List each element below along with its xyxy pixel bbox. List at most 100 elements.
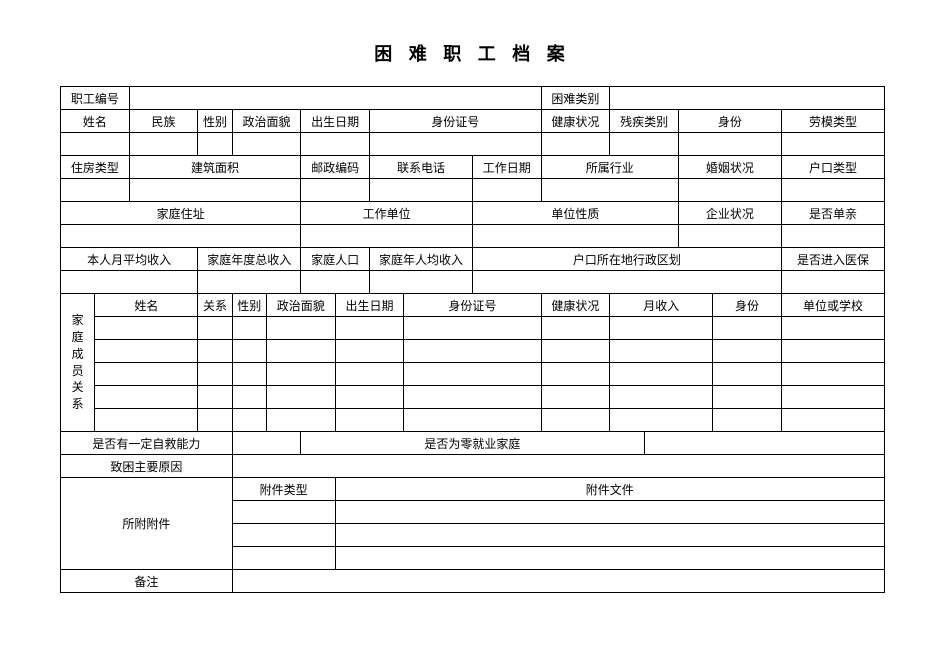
label-attachments: 所附附件	[61, 478, 233, 570]
value-cell	[266, 386, 335, 409]
label-identity: 身份	[678, 110, 781, 133]
label-zero-employment: 是否为零就业家庭	[301, 432, 644, 455]
label-ethnic: 民族	[129, 110, 198, 133]
label-name: 姓名	[95, 294, 198, 317]
value-cell	[472, 271, 781, 294]
value-cell	[129, 179, 301, 202]
value-cell	[266, 340, 335, 363]
value-cell	[232, 386, 266, 409]
value-cell	[781, 179, 884, 202]
value-cell	[713, 363, 782, 386]
label-attach-type: 附件类型	[232, 478, 335, 501]
value-cell	[232, 570, 884, 593]
label-health: 健康状况	[541, 294, 610, 317]
label-labor-model: 劳模类型	[781, 110, 884, 133]
value-cell	[232, 455, 884, 478]
label-main-reason: 致困主要原因	[61, 455, 233, 478]
value-cell	[541, 179, 678, 202]
value-cell	[610, 87, 885, 110]
label-household-year-income: 家庭年度总收入	[198, 248, 301, 271]
value-cell	[266, 363, 335, 386]
value-cell	[781, 363, 884, 386]
label-single-parent: 是否单亲	[781, 202, 884, 225]
value-cell	[610, 363, 713, 386]
label-id-no: 身份证号	[404, 294, 541, 317]
value-cell	[541, 133, 610, 156]
label-name: 姓名	[61, 110, 130, 133]
value-cell	[781, 340, 884, 363]
value-cell	[232, 524, 335, 547]
value-cell	[610, 317, 713, 340]
value-cell	[301, 179, 370, 202]
value-cell	[678, 133, 781, 156]
label-hukou-type: 户口类型	[781, 156, 884, 179]
label-attach-file: 附件文件	[335, 478, 884, 501]
value-cell	[335, 317, 404, 340]
value-cell	[61, 179, 130, 202]
label-work-unit: 工作单位	[301, 202, 473, 225]
value-cell	[232, 432, 301, 455]
label-id-no: 身份证号	[369, 110, 541, 133]
value-cell	[541, 386, 610, 409]
value-cell	[472, 225, 678, 248]
label-relation: 关系	[198, 294, 232, 317]
value-cell	[472, 179, 541, 202]
value-cell	[232, 547, 335, 570]
value-cell	[781, 133, 884, 156]
value-cell	[541, 317, 610, 340]
value-cell	[610, 386, 713, 409]
value-cell	[301, 225, 473, 248]
value-cell	[713, 340, 782, 363]
value-cell	[232, 363, 266, 386]
value-cell	[678, 179, 781, 202]
value-cell	[781, 271, 884, 294]
value-cell	[610, 133, 679, 156]
label-birth: 出生日期	[301, 110, 370, 133]
value-cell	[95, 386, 198, 409]
label-family-members: 家庭成员关系	[61, 294, 95, 432]
value-cell	[335, 386, 404, 409]
value-cell	[198, 409, 232, 432]
value-cell	[232, 133, 301, 156]
value-cell	[369, 133, 541, 156]
label-postcode: 邮政编码	[301, 156, 370, 179]
value-cell	[61, 225, 301, 248]
value-cell	[301, 271, 370, 294]
value-cell	[335, 501, 884, 524]
value-cell	[335, 340, 404, 363]
value-cell	[335, 547, 884, 570]
value-cell	[95, 363, 198, 386]
value-cell	[129, 133, 198, 156]
page-title: 困 难 职 工 档 案	[60, 40, 885, 66]
value-cell	[301, 133, 370, 156]
value-cell	[335, 409, 404, 432]
value-cell	[232, 340, 266, 363]
value-cell	[404, 317, 541, 340]
label-identity: 身份	[713, 294, 782, 317]
label-birth: 出生日期	[335, 294, 404, 317]
value-cell	[404, 340, 541, 363]
value-cell	[266, 317, 335, 340]
label-disability: 残疾类别	[610, 110, 679, 133]
value-cell	[129, 87, 541, 110]
label-family-pop: 家庭人口	[301, 248, 370, 271]
label-employee-no: 职工编号	[61, 87, 130, 110]
value-cell	[95, 409, 198, 432]
label-per-capita: 家庭年人均收入	[369, 248, 472, 271]
label-industry: 所属行业	[541, 156, 678, 179]
value-cell	[232, 317, 266, 340]
label-hukou-region: 户口所在地行政区划	[472, 248, 781, 271]
value-cell	[713, 386, 782, 409]
value-cell	[198, 133, 232, 156]
label-gender: 性别	[198, 110, 232, 133]
value-cell	[404, 386, 541, 409]
value-cell	[198, 271, 301, 294]
value-cell	[61, 133, 130, 156]
value-cell	[541, 340, 610, 363]
value-cell	[713, 409, 782, 432]
value-cell	[781, 409, 884, 432]
value-cell	[404, 363, 541, 386]
value-cell	[369, 271, 472, 294]
value-cell	[61, 271, 198, 294]
label-area: 建筑面积	[129, 156, 301, 179]
